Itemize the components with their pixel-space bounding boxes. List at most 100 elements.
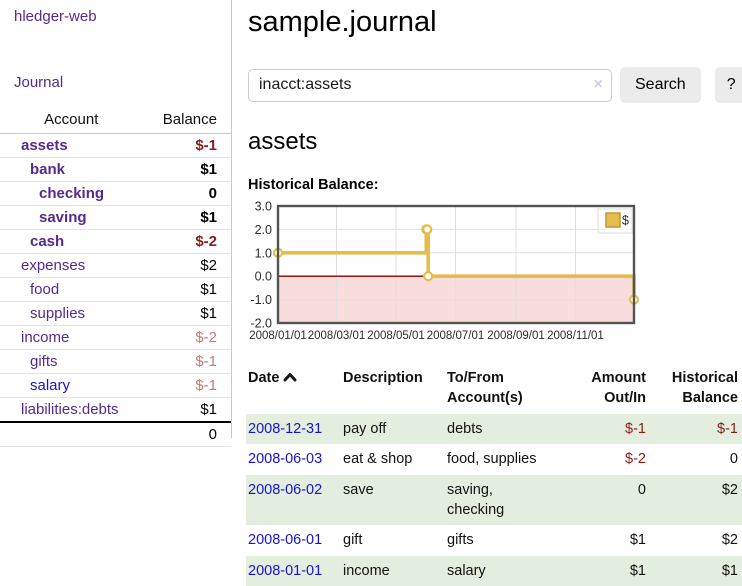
register-date-link[interactable]: 2008-12-31 bbox=[248, 421, 323, 438]
accounts-total-balance: 0 bbox=[142, 421, 231, 447]
sidebar-account-balance: $-1 bbox=[142, 373, 231, 398]
search-button[interactable]: Search bbox=[620, 67, 701, 103]
register-amount: $1 bbox=[629, 562, 646, 579]
amount-column-header: Amount Out/In bbox=[591, 370, 646, 406]
sidebar-account-link[interactable]: expenses bbox=[21, 257, 86, 274]
date-column-header[interactable]: Date bbox=[246, 366, 341, 414]
register-balance: $2 bbox=[721, 532, 738, 549]
main-content: sample.journal × Search ? assets Histori… bbox=[246, 0, 742, 586]
register-amount: 0 bbox=[637, 481, 646, 498]
register-balance: $-1 bbox=[717, 421, 738, 438]
sidebar-account-link[interactable]: cash bbox=[30, 233, 65, 250]
sidebar-item-journal[interactable]: Journal bbox=[14, 74, 64, 91]
sidebar-account-link[interactable]: saving bbox=[39, 209, 87, 226]
sidebar-account-row: saving $1 bbox=[0, 205, 231, 230]
sidebar-account-link[interactable]: food bbox=[30, 281, 60, 298]
sidebar-account-row: gifts $-1 bbox=[0, 349, 231, 374]
sidebar-account-row: food $1 bbox=[0, 277, 231, 302]
svg-text:2008/07/01: 2008/07/01 bbox=[427, 330, 485, 342]
sidebar-account-balance: 0 bbox=[142, 181, 231, 206]
sidebar-account-link[interactable]: checking bbox=[39, 185, 105, 202]
register-row: 2008-06-02 save saving, checking 0 $2 bbox=[246, 474, 742, 526]
register-balance: $2 bbox=[721, 481, 738, 498]
sidebar-account-balance: $-1 bbox=[142, 133, 231, 158]
register-date-link[interactable]: 2008-01-01 bbox=[248, 562, 323, 579]
search-input[interactable] bbox=[248, 68, 612, 102]
register-date-link[interactable]: 2008-06-01 bbox=[248, 532, 323, 549]
register-description: income bbox=[343, 562, 390, 579]
sidebar-account-row: checking 0 bbox=[0, 181, 231, 206]
app-title-link[interactable]: hledger-web bbox=[14, 8, 97, 25]
register-row: 2008-12-31 pay off debts $-1 $-1 bbox=[246, 414, 742, 445]
sidebar-account-balance: $-2 bbox=[142, 229, 231, 254]
sidebar-account-row: bank $1 bbox=[0, 157, 231, 182]
register-amount: $-2 bbox=[625, 451, 646, 468]
sidebar-account-balance: $1 bbox=[142, 301, 231, 326]
sidebar-account-row: salary $-1 bbox=[0, 373, 231, 398]
sidebar: hledger-web Journal Account Balance asse… bbox=[0, 0, 232, 447]
sidebar-account-link[interactable]: gifts bbox=[30, 353, 58, 370]
svg-text:1.0: 1.0 bbox=[255, 246, 272, 260]
sidebar-account-link[interactable]: assets bbox=[21, 137, 68, 154]
svg-text:2008/09/01: 2008/09/01 bbox=[487, 330, 545, 342]
historical-balance-label: Historical Balance: bbox=[248, 177, 379, 193]
sidebar-account-link[interactable]: income bbox=[21, 329, 70, 346]
sidebar-account-balance: $1 bbox=[142, 397, 231, 423]
register-balance: 0 bbox=[729, 451, 738, 468]
sidebar-account-balance: $1 bbox=[142, 205, 231, 230]
sidebar-account-balance: $1 bbox=[142, 277, 231, 302]
sidebar-account-balance: $-2 bbox=[142, 325, 231, 350]
sidebar-account-row: expenses $2 bbox=[0, 253, 231, 278]
sidebar-account-balance: $1 bbox=[142, 157, 231, 182]
accounts-total-row: 0 bbox=[0, 421, 231, 447]
svg-text:2008/11/01: 2008/11/01 bbox=[547, 330, 604, 342]
sidebar-account-row: supplies $1 bbox=[0, 301, 231, 326]
register-table-body: 2008-12-31 pay off debts $-1 $-1 2008-06-03 ea… bbox=[246, 414, 742, 586]
register-accounts: salary bbox=[447, 562, 486, 579]
register-accounts: debts bbox=[447, 421, 483, 438]
register-amount: $1 bbox=[629, 532, 646, 549]
register-row: 2008-06-01 gift gifts $1 $2 bbox=[246, 525, 742, 555]
register-description: save bbox=[343, 481, 374, 498]
account-heading: assets bbox=[248, 128, 318, 155]
svg-text:-2.0: -2.0 bbox=[250, 317, 272, 331]
accounts-table-body: assets $-1 bank $1 checking 0 saving $1 cash $-2 e… bbox=[0, 133, 231, 423]
page-title: sample.journal bbox=[248, 6, 437, 38]
sidebar-account-link[interactable]: supplies bbox=[30, 305, 86, 322]
register-date-link[interactable]: 2008-06-03 bbox=[248, 451, 323, 468]
svg-text:3.0: 3.0 bbox=[255, 200, 272, 214]
sidebar-account-link[interactable]: salary bbox=[30, 377, 71, 394]
clear-search-icon[interactable]: × bbox=[593, 75, 603, 93]
register-description: eat & shop bbox=[343, 451, 413, 468]
sidebar-account-link[interactable]: bank bbox=[30, 161, 66, 178]
register-amount: $-1 bbox=[625, 421, 646, 438]
register-balance: $1 bbox=[721, 562, 738, 579]
svg-text:-1.0: -1.0 bbox=[250, 293, 272, 307]
sort-ascending-icon bbox=[283, 373, 297, 382]
accounts-total-spacer bbox=[0, 421, 143, 447]
sidebar-account-balance: $2 bbox=[142, 253, 231, 278]
sidebar-account-row: assets $-1 bbox=[0, 133, 231, 158]
sidebar-account-balance: $-1 bbox=[142, 349, 231, 374]
balance-column-header: Historical Balance bbox=[671, 370, 738, 406]
search-form: × Search ? bbox=[248, 67, 742, 103]
sidebar-account-link[interactable]: liabilities:debts bbox=[21, 401, 119, 418]
account-column-header: Account bbox=[0, 108, 143, 134]
svg-text:2008/03/01: 2008/03/01 bbox=[308, 330, 366, 342]
balance-column-header: Balance bbox=[142, 108, 231, 134]
register-accounts: saving, checking bbox=[447, 481, 505, 519]
register-accounts: food, supplies bbox=[447, 451, 537, 468]
svg-text:0.0: 0.0 bbox=[255, 270, 272, 284]
sidebar-account-row: cash $-2 bbox=[0, 229, 231, 254]
sidebar-account-row: liabilities:debts $1 bbox=[0, 397, 231, 423]
help-button[interactable]: ? bbox=[714, 67, 742, 103]
svg-text:2008/01/01: 2008/01/01 bbox=[249, 330, 307, 342]
sidebar-account-row: income $-2 bbox=[0, 325, 231, 350]
register-date-link[interactable]: 2008-06-02 bbox=[248, 481, 323, 498]
register-row: 2008-06-03 eat & shop food, supplies $-2 0 bbox=[246, 444, 742, 474]
svg-text:2008/05/01: 2008/05/01 bbox=[367, 330, 425, 342]
accounts-table-header: Account Balance bbox=[0, 108, 231, 134]
svg-text:$: $ bbox=[622, 214, 629, 228]
accounts-table: Account Balance assets $-1 bank $1 checking 0… bbox=[0, 108, 231, 447]
